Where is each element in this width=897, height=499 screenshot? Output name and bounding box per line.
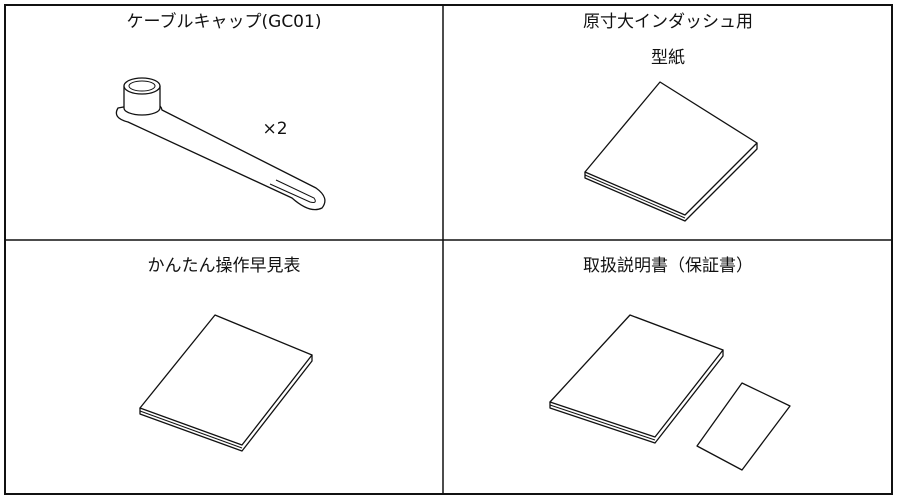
cell-title: ケーブルキャップ(GC01): [127, 11, 322, 32]
cable-cap-illustration: [115, 77, 326, 211]
cell-title: 原寸大インダッシュ用: [583, 12, 753, 32]
cell-subtitle: 型紙: [651, 48, 685, 68]
manual-booklet: [549, 314, 791, 471]
cell-title: 取扱説明書（保証書）: [583, 256, 753, 276]
quick-guide-booklet: [139, 314, 313, 452]
cell-title: かんたん操作早見表: [148, 256, 301, 276]
quantity: ×2: [262, 119, 287, 139]
template-booklet: [584, 81, 758, 222]
table-border: [4, 4, 893, 495]
